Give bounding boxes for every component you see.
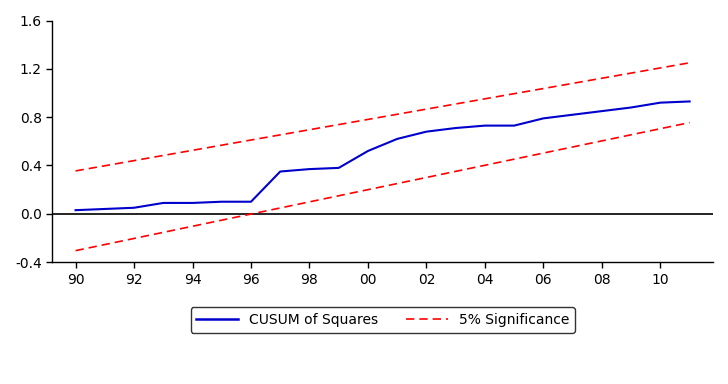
Legend: CUSUM of Squares, 5% Significance: CUSUM of Squares, 5% Significance xyxy=(191,307,574,333)
